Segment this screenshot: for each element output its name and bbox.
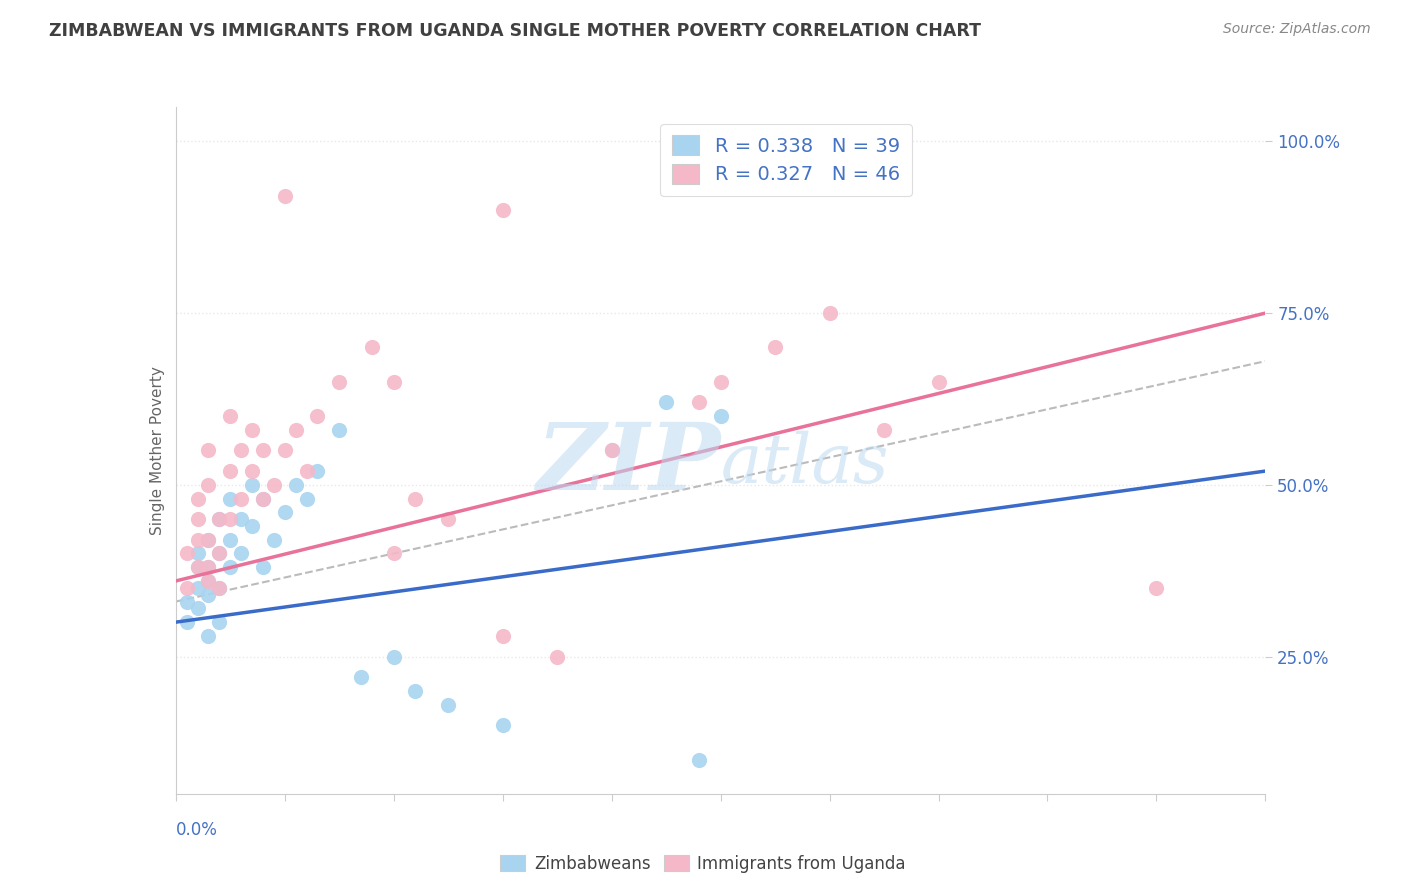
Point — [405, 683, 427, 698]
Point — [252, 491, 274, 506]
Point — [382, 546, 405, 561]
Point — [208, 512, 231, 526]
Point — [176, 581, 198, 595]
Point — [252, 491, 274, 506]
Point — [186, 581, 209, 595]
Point — [219, 491, 242, 506]
Point — [818, 306, 841, 320]
Point — [307, 409, 329, 424]
Point — [710, 375, 733, 389]
Point — [492, 718, 515, 732]
Point — [928, 375, 950, 389]
Point — [655, 395, 678, 409]
Point — [546, 649, 568, 664]
Point — [437, 698, 460, 712]
Point — [600, 443, 623, 458]
Point — [197, 533, 219, 547]
Point — [219, 464, 242, 478]
Point — [382, 375, 405, 389]
Legend: Zimbabweans, Immigrants from Uganda: Zimbabweans, Immigrants from Uganda — [494, 848, 912, 880]
Point — [252, 560, 274, 574]
Point — [197, 560, 219, 574]
Point — [274, 189, 297, 203]
Text: ZIP: ZIP — [536, 419, 721, 509]
Point — [197, 533, 219, 547]
Point — [284, 478, 307, 492]
Y-axis label: Single Mother Poverty: Single Mother Poverty — [149, 366, 165, 535]
Point — [208, 581, 231, 595]
Point — [274, 505, 297, 519]
Point — [263, 478, 285, 492]
Point — [437, 512, 460, 526]
Point — [231, 491, 253, 506]
Point — [197, 629, 219, 643]
Point — [600, 443, 623, 458]
Point — [284, 423, 307, 437]
Point — [176, 615, 198, 630]
Point — [240, 519, 263, 533]
Point — [688, 753, 710, 767]
Point — [186, 491, 209, 506]
Point — [231, 443, 253, 458]
Point — [873, 423, 896, 437]
Point — [208, 512, 231, 526]
Point — [382, 649, 405, 664]
Point — [197, 478, 219, 492]
Point — [328, 423, 350, 437]
Text: 0.0%: 0.0% — [176, 822, 218, 839]
Point — [688, 395, 710, 409]
Text: ZIMBABWEAN VS IMMIGRANTS FROM UGANDA SINGLE MOTHER POVERTY CORRELATION CHART: ZIMBABWEAN VS IMMIGRANTS FROM UGANDA SIN… — [49, 22, 981, 40]
Point — [186, 512, 209, 526]
Point — [197, 560, 219, 574]
Legend: R = 0.338   N = 39, R = 0.327   N = 46: R = 0.338 N = 39, R = 0.327 N = 46 — [661, 124, 911, 196]
Point — [176, 594, 198, 608]
Point — [197, 443, 219, 458]
Point — [360, 340, 382, 354]
Point — [219, 512, 242, 526]
Point — [328, 375, 350, 389]
Point — [492, 202, 515, 217]
Point — [219, 533, 242, 547]
Point — [219, 409, 242, 424]
Point — [263, 533, 285, 547]
Point — [231, 512, 253, 526]
Point — [219, 560, 242, 574]
Point — [231, 546, 253, 561]
Point — [405, 491, 427, 506]
Text: Source: ZipAtlas.com: Source: ZipAtlas.com — [1223, 22, 1371, 37]
Text: atlas: atlas — [721, 431, 889, 498]
Point — [274, 443, 297, 458]
Point — [350, 670, 373, 684]
Point — [710, 409, 733, 424]
Point — [176, 546, 198, 561]
Point — [186, 560, 209, 574]
Point — [763, 340, 786, 354]
Point — [295, 491, 318, 506]
Point — [186, 546, 209, 561]
Point — [186, 533, 209, 547]
Point — [208, 546, 231, 561]
Point — [197, 574, 219, 588]
Point — [197, 588, 219, 602]
Point — [492, 629, 515, 643]
Point — [208, 615, 231, 630]
Point — [240, 464, 263, 478]
Point — [186, 560, 209, 574]
Point — [208, 546, 231, 561]
Point — [240, 423, 263, 437]
Point — [197, 574, 219, 588]
Point — [252, 443, 274, 458]
Point — [240, 478, 263, 492]
Point — [307, 464, 329, 478]
Point — [186, 601, 209, 615]
Point — [295, 464, 318, 478]
Point — [208, 581, 231, 595]
Point — [1144, 581, 1167, 595]
